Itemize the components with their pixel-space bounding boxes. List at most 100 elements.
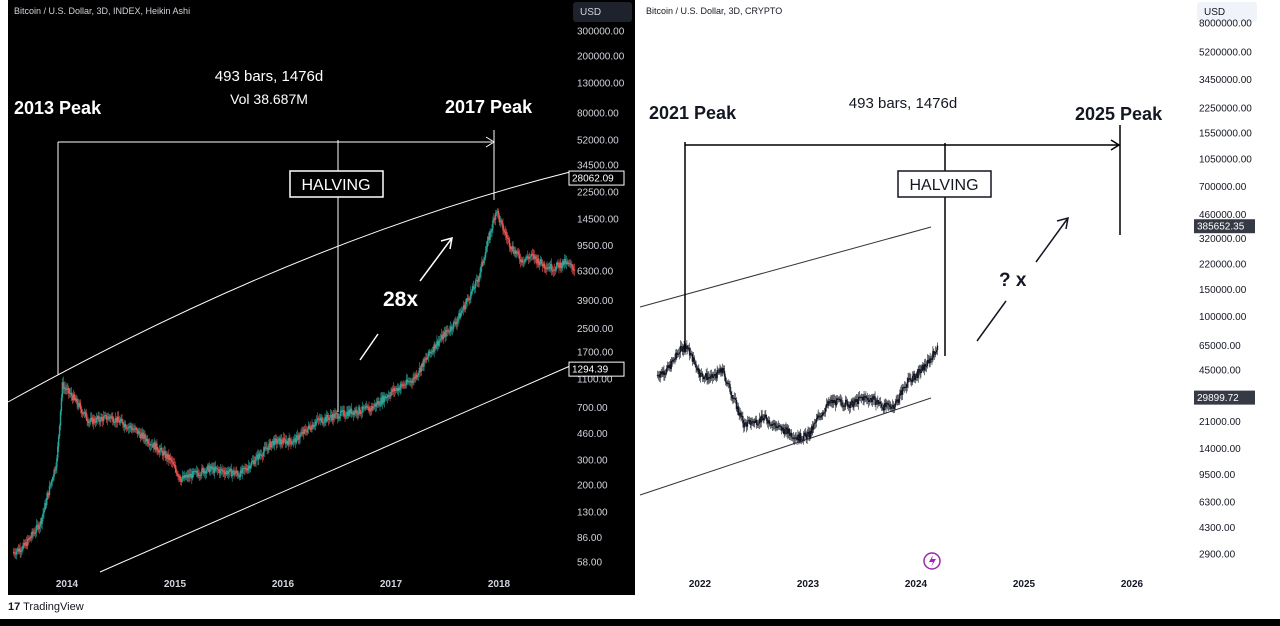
right-currency-button[interactable] [1197,2,1257,22]
candle-body [202,468,204,470]
candle-body [676,353,679,355]
candle-body [20,550,22,552]
candle-body [384,396,387,399]
candle-body [836,398,839,400]
candle-body [154,442,156,450]
candle-body [36,524,39,526]
candle-body [237,475,240,477]
candle-body [104,415,107,417]
candle-body [565,261,568,265]
candle-body [65,388,67,391]
left-currency-button[interactable] [573,2,632,22]
candle-body [900,390,903,395]
candle-body [159,447,162,450]
candle-body [798,434,800,442]
right-upper-channel-line [639,226,932,308]
candle-body [442,334,445,340]
candle-body [690,353,693,355]
right-time-axis[interactable]: 2022 2023 2024 2025 2026 [689,579,1144,590]
candle-body [708,377,710,379]
candle-body [137,431,140,434]
candle-body [74,397,76,401]
candle-body [370,408,372,411]
left-price-axis[interactable]: 300000.00 200000.00 130000.00 80000.00 52000… [577,26,625,568]
candle-body [913,373,916,381]
candle-body [320,417,322,419]
candle-body [40,521,42,524]
candle-body [337,413,339,419]
candle-body [232,470,234,473]
candle-body [409,380,411,382]
candle-body [275,438,277,444]
left-time-axis[interactable]: 2014 2015 2016 2017 2018 [56,579,511,590]
candle-body [561,261,564,267]
candle-body [564,259,567,265]
candle-body [209,468,211,473]
candle-body [338,416,341,419]
candle-body [688,347,691,356]
price-tick-label: 3900.00 [577,296,614,307]
candle-body [59,411,62,426]
candle-body [188,474,190,478]
left-currency-label: USD [580,7,601,18]
left-halving-label: HALVING [301,177,370,194]
candle-body [294,438,297,443]
candle-body [801,439,804,441]
candle-body [112,416,114,422]
candle-body [929,358,931,364]
candle-body [926,359,929,367]
candle-body [873,396,875,398]
candle-body [83,412,86,414]
candle-body [304,429,307,432]
candle-body [844,399,847,406]
candle-body [80,404,82,410]
candle-body [136,429,139,434]
candle-body [79,402,81,405]
candle-body [764,414,766,418]
candle-body [672,359,674,362]
candle-body [339,410,342,417]
candle-body [769,424,772,426]
candle-body [93,418,96,422]
candle-body [521,259,523,263]
candle-body [215,468,218,470]
candle-body [61,382,64,398]
candle-body [416,374,418,378]
right-price-axis[interactable]: 8000000.00 5200000.00 3450000.00 2250000.00… [1199,18,1252,560]
candle-body [291,442,293,444]
candle-body [930,358,932,360]
candle-body [357,413,359,415]
candle-body [199,475,201,477]
replay-icon[interactable] [923,552,941,570]
candle-body [692,357,695,362]
candle-body [552,269,555,272]
candle-body [920,370,922,374]
candle-body [527,256,529,258]
candle-body [874,396,876,405]
candle-body [808,431,810,438]
candle-body [741,416,743,418]
candle-body [917,369,919,378]
candle-body [855,399,857,402]
candle-body [276,442,278,444]
candle-body [45,503,47,506]
candle-body [386,396,389,398]
candle-body [31,531,33,537]
candle-body [69,392,72,394]
candle-body [797,434,799,441]
candle-body [283,438,286,440]
tradingview-logo[interactable]: 17 TradingView [8,601,84,613]
candle-body [225,470,228,473]
candle-body [113,422,116,424]
candle-body [434,344,436,349]
candle-body [126,427,129,429]
candle-body [173,464,176,466]
right-peak-end-label: 2025 Peak [1075,104,1163,124]
candle-body [288,437,290,445]
candle-body [561,266,563,269]
right-arrow-head [1056,216,1069,230]
candle-body [700,372,703,374]
candle-body [47,493,50,496]
candle-body [893,406,896,409]
candle-body [838,398,840,400]
